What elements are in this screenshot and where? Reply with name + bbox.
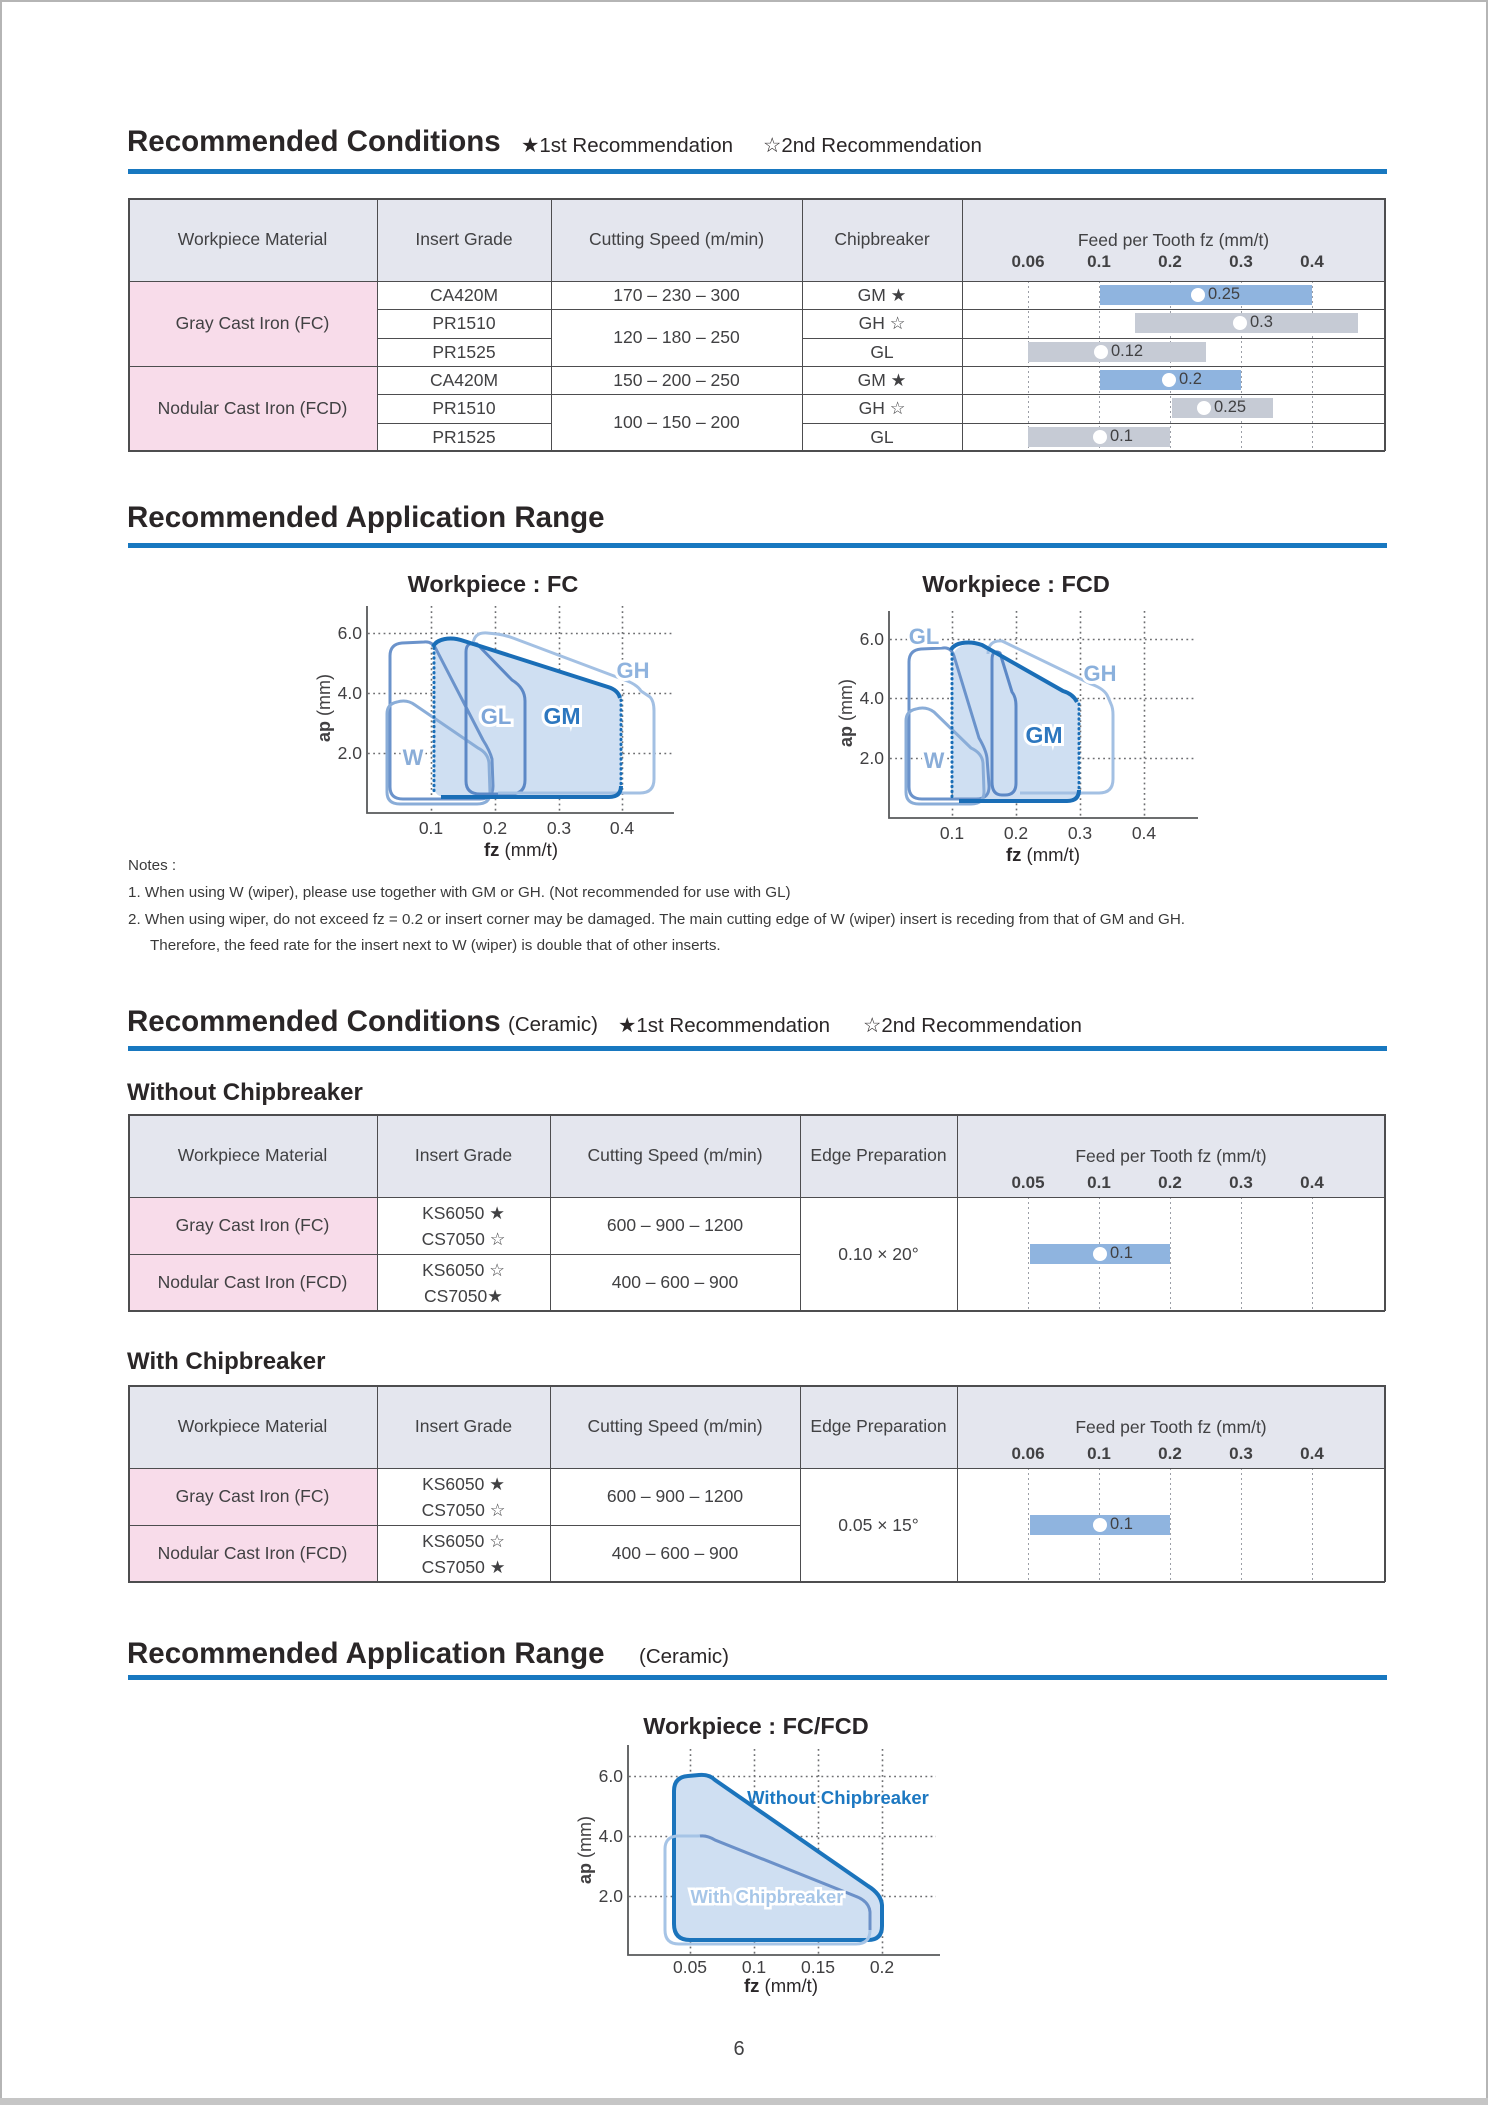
svg-text:6.0: 6.0 bbox=[338, 623, 363, 643]
svg-text:0.1: 0.1 bbox=[419, 818, 443, 838]
svg-text:4.0: 4.0 bbox=[338, 683, 363, 703]
svg-text:Workpiece : FC: Workpiece : FC bbox=[408, 571, 579, 597]
svg-text:GH: GH bbox=[1084, 661, 1117, 686]
svg-text:2.0: 2.0 bbox=[860, 748, 885, 768]
svg-text:W: W bbox=[403, 745, 424, 770]
svg-text:0.15: 0.15 bbox=[801, 1957, 835, 1977]
svg-text:GM: GM bbox=[543, 703, 580, 729]
svg-text:0.1: 0.1 bbox=[742, 1957, 766, 1977]
svg-text:fz (mm/t): fz (mm/t) bbox=[1006, 844, 1080, 865]
svg-text:2.0: 2.0 bbox=[338, 743, 363, 763]
svg-text:Without Chipbreaker: Without Chipbreaker bbox=[747, 1787, 929, 1808]
svg-text:GL: GL bbox=[909, 624, 940, 649]
svg-text:0.1: 0.1 bbox=[940, 823, 964, 843]
svg-text:0.4: 0.4 bbox=[610, 818, 635, 838]
svg-text:ap (mm): ap (mm) bbox=[836, 679, 856, 747]
svg-text:0.05: 0.05 bbox=[673, 1957, 707, 1977]
svg-text:Workpiece : FCD: Workpiece : FCD bbox=[922, 571, 1110, 597]
svg-text:0.3: 0.3 bbox=[1068, 823, 1092, 843]
svg-text:ap (mm): ap (mm) bbox=[575, 1816, 595, 1884]
svg-text:0.3: 0.3 bbox=[547, 818, 571, 838]
svg-text:W: W bbox=[924, 748, 945, 773]
svg-text:GL: GL bbox=[481, 704, 512, 729]
svg-text:fz (mm/t): fz (mm/t) bbox=[744, 1975, 818, 1996]
svg-text:fz (mm/t): fz (mm/t) bbox=[484, 839, 558, 860]
svg-text:4.0: 4.0 bbox=[599, 1826, 624, 1846]
svg-text:0.4: 0.4 bbox=[1132, 823, 1157, 843]
svg-text:Workpiece : FC/FCD: Workpiece : FC/FCD bbox=[643, 1713, 868, 1739]
svg-text:6.0: 6.0 bbox=[860, 629, 885, 649]
svg-text:0.2: 0.2 bbox=[1004, 823, 1028, 843]
svg-text:6.0: 6.0 bbox=[599, 1766, 624, 1786]
svg-text:With Chipbreaker: With Chipbreaker bbox=[691, 1886, 844, 1907]
svg-text:0.2: 0.2 bbox=[483, 818, 507, 838]
svg-text:GH: GH bbox=[617, 658, 650, 683]
svg-text:2.0: 2.0 bbox=[599, 1886, 624, 1906]
svg-text:ap (mm): ap (mm) bbox=[314, 674, 334, 742]
svg-text:0.2: 0.2 bbox=[870, 1957, 894, 1977]
svg-text:GM: GM bbox=[1025, 722, 1062, 748]
svg-text:4.0: 4.0 bbox=[860, 688, 885, 708]
